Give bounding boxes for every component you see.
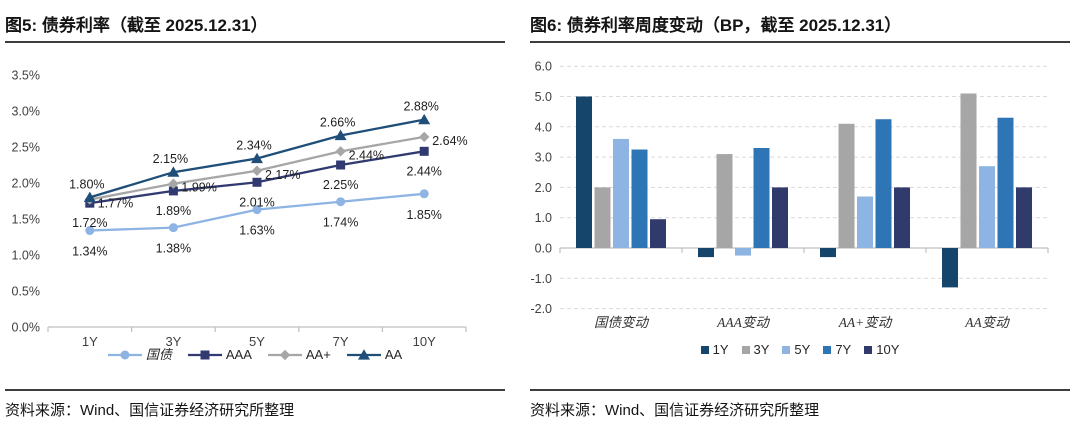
figure5-legend: 国债 AAA AA+ AA xyxy=(5,348,505,361)
legend-swatch-triangle-icon xyxy=(346,348,381,360)
legend-swatch-circle-icon xyxy=(107,350,142,359)
legend-swatch-square-icon xyxy=(864,345,873,354)
figure5-title: 图5: 债券利率（截至 2025.12.31） xyxy=(5,16,268,35)
legend-swatch-square-icon xyxy=(823,345,832,354)
figure6-title-rule xyxy=(530,41,1070,43)
legend-item-AAA: AAA xyxy=(187,347,252,362)
figure5-title-rule xyxy=(5,41,505,43)
legend-label: 国债 xyxy=(145,347,172,362)
figure5-panel: 图5: 债券利率（截至 2025.12.31） 国债 AAA AA+ AA 资料来源：… xyxy=(5,0,505,441)
legend-label: 5Y xyxy=(794,342,811,357)
legend-label: 10Y xyxy=(876,342,900,357)
legend-label: AAA xyxy=(225,347,252,362)
figure6-legend: 1Y 3Y 5Y 7Y 10Y xyxy=(530,343,1070,356)
figure6-panel: 图6: 债券利率周度变动（BP，截至 2025.12.31） 1Y 3Y 5Y 7Y 1… xyxy=(530,0,1070,441)
figure6-title: 图6: 债券利率周度变动（BP，截至 2025.12.31） xyxy=(530,16,902,35)
figure6-source: 资料来源：Wind、国信证券经济研究所整理 xyxy=(530,402,820,419)
figure6-source-rule xyxy=(530,389,1070,391)
legend-swatch-square-icon xyxy=(741,345,750,354)
legend-swatch-diamond-icon xyxy=(267,349,302,360)
legend-label: AA xyxy=(384,347,403,362)
legend-item-国债: 国债 xyxy=(107,347,172,362)
legend-item-10Y: 10Y xyxy=(864,343,899,356)
legend-label: 7Y xyxy=(835,342,852,357)
legend-item-7Y: 7Y xyxy=(823,343,851,356)
legend-swatch-square-icon xyxy=(700,345,709,354)
legend-item-AA+: AA+ xyxy=(267,347,331,362)
legend-item-3Y: 3Y xyxy=(741,342,770,357)
legend-swatch-square-icon xyxy=(782,345,791,354)
legend-item-AA: AA xyxy=(346,347,403,362)
legend-label: 1Y xyxy=(712,342,729,357)
figure5-source-rule xyxy=(5,389,505,391)
legend-swatch-square-icon xyxy=(187,350,222,359)
legend-item-5Y: 5Y xyxy=(782,343,810,356)
legend-item-1Y: 1Y xyxy=(700,342,729,357)
figure5-source: 资料来源：Wind、国信证券经济研究所整理 xyxy=(5,402,295,419)
legend-label: AA+ xyxy=(305,347,331,362)
legend-label: 3Y xyxy=(753,342,770,357)
